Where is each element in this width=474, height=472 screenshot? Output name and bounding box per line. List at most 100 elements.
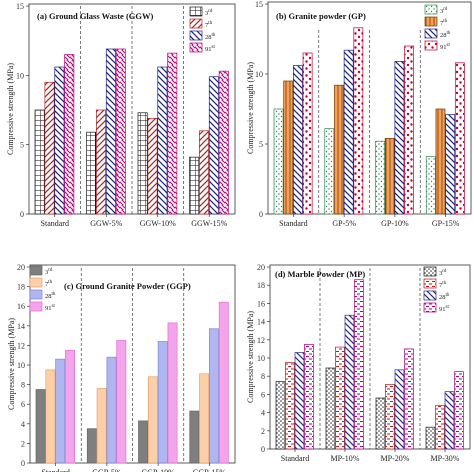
bar-standard-7th (283, 80, 294, 215)
legend-swatch-7th (424, 16, 438, 27)
y-tick-label: 8 (261, 372, 265, 381)
y-tick-label: 15 (16, 2, 24, 11)
bar-standard-91st (302, 52, 313, 215)
legend-label-91st: 91st (439, 305, 449, 313)
x-category-label: GGW-10% (140, 219, 176, 228)
legend-swatch-91st (423, 302, 437, 313)
x-category-label: Standard (41, 468, 69, 472)
bar-ggw-10--91st (167, 52, 178, 215)
bar-gp-5--3rd (324, 128, 335, 215)
plot-frame (29, 264, 236, 464)
bar-ggw-5--7th (96, 109, 106, 215)
x-category-label: GP-10% (381, 219, 409, 228)
x-category-label: MP-10% (331, 454, 360, 463)
bar-gp-10--91st (404, 45, 414, 215)
bar-standard-3rd (275, 381, 286, 450)
legend-swatch-7th (29, 277, 43, 288)
bar-standard-28th (294, 352, 305, 450)
x-category-label: GGP-10% (141, 468, 175, 472)
chart-panel-1: 0 5 10 15 Compressive strength (MPa) Standard… (6, 2, 236, 228)
y-tick-label: 0 (20, 210, 24, 219)
y-tick-label: 6 (261, 390, 265, 399)
x-category-label: Standard (41, 219, 69, 228)
y-tick-label: 10 (16, 71, 24, 80)
bar-mp-30--28th (444, 391, 455, 450)
legend-label-28th: 28th (439, 293, 450, 301)
chart-panel-4: 0 2 4 6 8 10 12 14 16 18 20 Compressive strength (M… (246, 263, 471, 463)
legend-swatch-3rd (29, 265, 43, 276)
legend-swatch-3rd (189, 6, 203, 17)
y-tick-label: 14 (257, 318, 265, 327)
x-category-label: Standard (281, 454, 309, 463)
legend-swatch-91st (29, 301, 43, 312)
x-category-label: GP-5% (332, 219, 356, 228)
y-tick-label: 8 (21, 381, 25, 390)
bar-gp-10--28th (394, 61, 405, 215)
legend-label-91st: 91st (45, 304, 55, 312)
y-tick-label: 10 (17, 361, 25, 370)
panel-title: (b) Granite powder (GP) (276, 11, 366, 21)
bar-ggw-10--7th (147, 117, 158, 215)
bar-standard-7th (45, 369, 56, 464)
bar-mp-10--7th (335, 346, 345, 450)
bar-mp-20--3rd (375, 397, 386, 450)
bar-gp-15--91st (454, 62, 465, 215)
y-tick-label: 0 (21, 459, 25, 468)
bar-mp-30--3rd (425, 426, 436, 450)
bar-ggp-15--28th (209, 328, 219, 464)
bar-standard-7th (44, 81, 55, 215)
bar-standard-91st (64, 54, 75, 215)
y-tick-label: 10 (257, 354, 265, 363)
y-tick-label: 16 (17, 302, 25, 311)
legend-swatch-3rd (423, 266, 437, 277)
bar-gp-10--7th (384, 138, 395, 215)
y-tick-label: 6 (21, 400, 25, 409)
y-tick-label: 4 (261, 409, 265, 418)
y-tick-label: 15 (255, 0, 263, 9)
legend-label-28th: 28th (45, 292, 56, 300)
y-tick-label: 18 (257, 281, 265, 290)
legend-swatch-7th (423, 278, 437, 289)
bar-ggp-15--7th (199, 373, 210, 464)
bar-standard-91st (304, 344, 314, 450)
bar-ggp-10--7th (147, 376, 158, 464)
x-category-label: GP-15% (432, 219, 460, 228)
legend-label-28th: 28th (205, 33, 216, 41)
legend-label-7th: 7th (205, 21, 213, 29)
bar-gp-5--7th (334, 84, 344, 215)
y-tick-label: 2 (21, 439, 25, 448)
panel-title: (c) Ground Granite Powder (GGP) (64, 281, 191, 291)
y-axis-label: Compressive strength (MPa) (7, 318, 16, 410)
y-tick-label: 5 (259, 140, 263, 149)
x-category-label: GGW-15% (191, 219, 227, 228)
x-category-label: GGW-5% (90, 219, 122, 228)
bar-ggw-5--3rd (86, 131, 97, 215)
legend-label-7th: 7th (440, 19, 448, 27)
legend-swatch-91st (424, 40, 438, 51)
y-tick-label: 0 (259, 210, 263, 219)
legend-swatch-3rd (424, 4, 438, 15)
plot-frame (267, 1, 472, 215)
bar-gp-5--28th (343, 49, 354, 215)
chart-panel-3: 0 2 4 6 8 10 12 14 16 18 20 Compressive strength (M… (7, 263, 236, 472)
y-axis-label: Compressive strength (MPa) (246, 311, 255, 403)
legend-label-28th: 28th (440, 31, 451, 39)
bar-ggp-10--91st (167, 322, 178, 464)
bar-ggw-15--3rd (189, 156, 200, 215)
chart-panel-2: 0 5 10 15 Compressive strength (MPa) Standard… (246, 0, 472, 228)
y-tick-label: 18 (17, 283, 25, 292)
y-axis-label: Compressive strength (MPa) (6, 63, 15, 155)
legend-label-3rd: 3rd (205, 9, 213, 17)
y-tick-label: 20 (17, 263, 25, 272)
bar-standard-3rd (34, 109, 45, 215)
bar-standard-3rd (35, 389, 46, 464)
legend-swatch-28th (423, 290, 437, 301)
y-tick-label: 12 (17, 341, 25, 350)
bar-ggp-10--28th (157, 341, 168, 464)
bar-standard-3rd (273, 108, 284, 215)
x-category-label: GGP-5% (92, 468, 122, 472)
y-tick-label: 0 (261, 445, 265, 454)
bar-ggp-15--91st (218, 301, 229, 464)
bar-mp-30--91st (454, 371, 464, 450)
bar-ggp-5--91st (116, 340, 127, 464)
